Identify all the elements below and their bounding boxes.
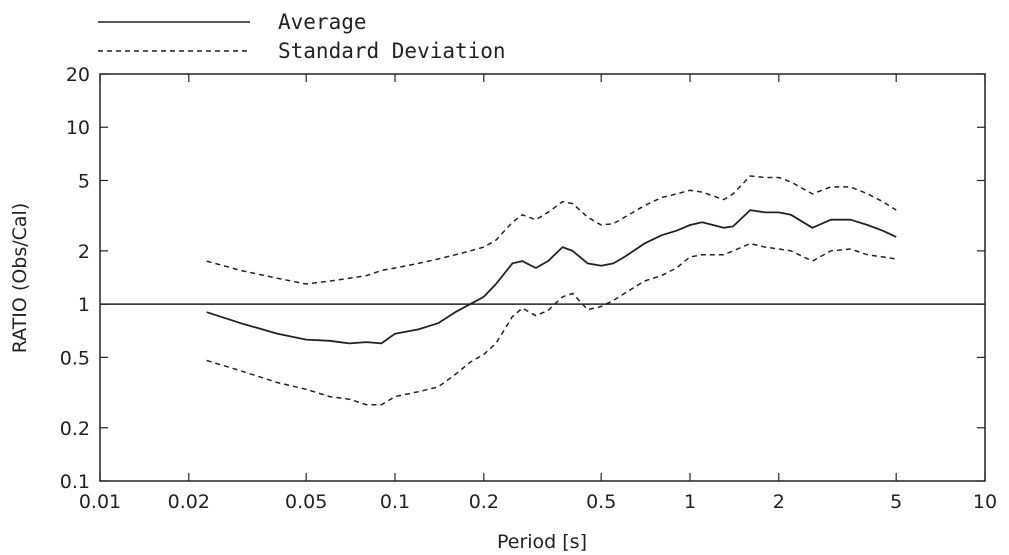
x-tick-label: 2 <box>773 491 785 513</box>
x-tick-label: 1 <box>684 491 696 513</box>
x-tick-label: 0.2 <box>469 491 499 513</box>
legend: Average Standard Deviation <box>98 10 506 63</box>
legend-label-std-dev: Standard Deviation <box>278 39 506 63</box>
y-tick-label: 0.2 <box>60 418 90 440</box>
series-layer <box>206 175 897 406</box>
x-axis-tick-labels: 0.01 0.02 0.05 0.1 0.2 0.5 1 2 5 10 <box>79 491 997 513</box>
x-tick-label: 0.05 <box>285 491 327 513</box>
y-tick-label: 10 <box>66 117 90 139</box>
x-tick-label: 0.5 <box>586 491 616 513</box>
y-axis-title: RATIO (Obs/Cal) <box>9 203 31 354</box>
y-tick-label: 0.5 <box>60 347 90 369</box>
x-tick-label: 5 <box>890 491 902 513</box>
legend-label-average: Average <box>278 10 367 34</box>
x-tick-label: 10 <box>973 491 997 513</box>
y-tick-label: 1 <box>78 294 90 316</box>
y-tick-label: 5 <box>78 170 90 192</box>
series-line-average <box>206 209 897 345</box>
series-line-std-dev-1 <box>206 175 897 285</box>
y-tick-label: 20 <box>66 64 90 86</box>
x-tick-label: 0.02 <box>168 491 210 513</box>
x-tick-label: 0.1 <box>380 491 410 513</box>
x-axis-ticks <box>99 74 986 481</box>
plot-frame <box>99 73 986 482</box>
y-axis-ticks <box>100 73 985 482</box>
y-tick-label: 2 <box>78 241 90 263</box>
x-tick-label: 0.01 <box>79 491 121 513</box>
series-line-std-dev-2 <box>206 242 897 406</box>
x-axis-title: Period [s] <box>497 531 587 553</box>
y-tick-label: 0.1 <box>60 471 90 493</box>
y-axis-tick-labels: 0.1 0.2 0.5 1 2 5 10 20 <box>60 64 90 493</box>
